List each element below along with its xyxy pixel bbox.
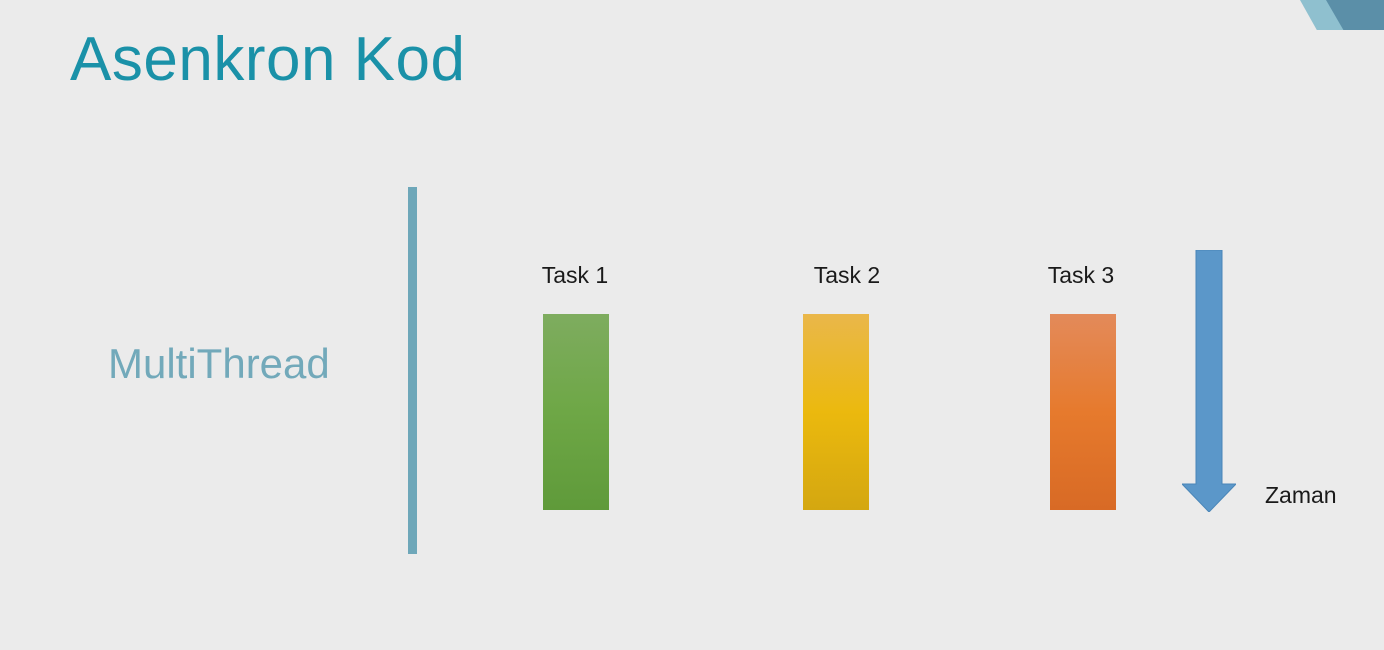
- time-label: Zaman: [1265, 482, 1337, 508]
- task-3-bar: [1050, 314, 1116, 510]
- task-1-bar: [543, 314, 609, 510]
- task-2-label: Task 2: [813, 262, 881, 288]
- vertical-divider: [408, 187, 417, 554]
- page-title: Asenkron Kod: [70, 25, 466, 94]
- task-1-label: Task 1: [541, 262, 609, 288]
- section-label: MultiThread: [108, 340, 330, 387]
- task-2-bar: [803, 314, 869, 510]
- task-3-label: Task 3: [1047, 262, 1115, 288]
- time-arrow-icon: [1182, 250, 1236, 512]
- corner-logo: [1300, 0, 1384, 30]
- corner-logo-stripe: [1326, 0, 1384, 30]
